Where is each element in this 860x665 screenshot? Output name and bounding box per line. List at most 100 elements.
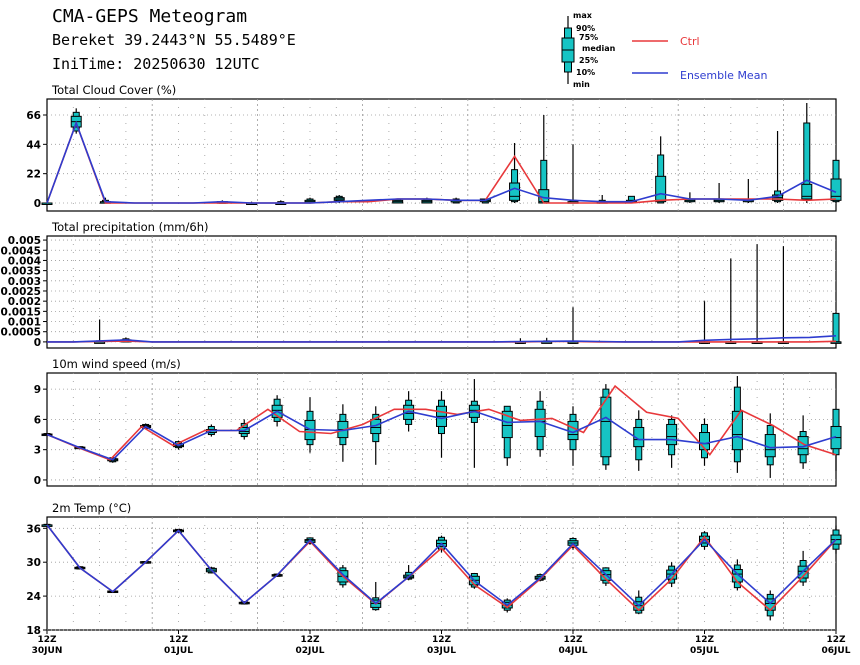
y-tick-label: 24 [26,591,41,603]
legend-ctrl-label: Ctrl [680,35,700,48]
y-tick-label: 0.002 [8,296,41,308]
box-plot [713,183,725,203]
legend-box-label: 90% [576,24,595,33]
x-tick-hour: 12Z [300,635,320,645]
y-tick-label: 0.0015 [0,306,41,318]
legend-box-label: 75% [579,33,598,42]
box-inner [830,178,842,201]
box-plot [304,397,316,453]
box-plot [666,415,678,468]
panel-title: 2m Temp (°C) [52,501,131,515]
y-tick-label: 9 [34,384,41,396]
y-tick-label: 66 [26,110,41,122]
x-tick-hour: 12Z [169,635,189,645]
legend-box-label: median [582,44,616,53]
box-plot [534,391,546,457]
y-tick-label: 0 [34,198,41,210]
box-plot [333,195,345,203]
box-plot [764,590,776,621]
legend-box-label: min [573,80,590,89]
y-tick-label: 0.003 [8,276,41,288]
x-tick-date: 03JUL [427,646,456,656]
x-tick-date: 06JUL [822,646,851,656]
y-tick-label: 36 [26,523,41,535]
box-inner [801,183,813,200]
chart-panel-4: 2m Temp (°C) 18 24 30 36 [26,501,842,637]
y-tick-label: 0.005 [8,235,41,247]
x-tick-date: 04JUL [559,646,588,656]
y-tick-label: 3 [34,445,41,457]
legend: max 90%75% median 25% 10% min Ctrl Ensemble Mea… [561,11,767,89]
x-tick-date: 30JUN [32,646,63,656]
box-plot [655,136,667,204]
chart-panel-1: Total Cloud Cover (%) 0 22 44 66 [26,83,842,212]
y-tick-label: 30 [26,557,41,569]
ensemble-mean-series-line [46,120,837,204]
panel-title: 10m wind speed (m/s) [52,357,181,371]
legend-mean-label: Ensemble Mean [680,69,767,82]
x-tick-date: 01JUL [164,646,193,656]
y-tick-label: 0 [34,337,41,349]
y-tick-label: 6 [34,414,41,426]
box-inner [764,434,776,458]
box-plot [567,406,579,466]
y-tick-label: 22 [26,169,41,181]
box-plot [801,103,813,203]
box-outer [832,312,840,343]
box-inner [699,432,710,451]
x-axis: 12Z30JUN12Z01JUL12Z02JUL12Z03JUL12Z04JUL… [32,630,851,656]
box-inner [655,175,667,203]
location-label: Bereket 39.2443°N 55.5489°E [52,31,296,49]
box-plot [468,379,480,468]
box-plot [731,376,743,473]
box-plot [633,410,645,471]
ctrl-series-line [46,384,837,461]
x-tick-hour: 12Z [432,635,452,645]
x-tick-hour: 12Z [37,635,57,645]
box-plot [509,143,521,203]
chart-panel-2: Total precipitation (mm/6h)00.00050.0010… [0,220,842,349]
box-plot [337,404,349,462]
panel-title: Total precipitation (mm/6h) [51,220,208,234]
legend-box-label: max [573,11,593,20]
x-tick-date: 02JUL [296,646,325,656]
box-plot [751,244,763,344]
x-tick-date: 05JUL [690,646,719,656]
y-tick-label: 0.0035 [0,266,41,278]
x-tick-hour: 12Z [826,635,846,645]
box-inner [600,396,612,458]
x-tick-hour: 12Z [563,635,583,645]
box-plot [567,307,579,344]
box-inner [731,410,743,451]
y-tick-label: 0.0005 [0,327,41,339]
box-plot [830,159,842,203]
page-title: CMA-GEPS Meteogram [52,6,248,27]
box-plot [830,312,842,344]
y-tick-label: 0 [34,475,41,487]
y-tick-label: 0.0045 [0,245,41,257]
box-inner [666,423,678,446]
panel-title: Total Cloud Cover (%) [51,83,176,97]
ensemble-mean-series-line [47,335,837,343]
box-plot [772,131,784,203]
y-tick-label: 18 [26,625,41,637]
box-inner [509,182,521,201]
chart-panel-3: 10m wind speed (m/s) 0 3 6 9 [34,357,842,487]
box-plot [830,408,842,471]
ensemble-mean-series-line [46,410,837,461]
y-tick-label: 0.004 [8,255,41,267]
box-plot [600,384,612,470]
box-plot [370,406,382,465]
box-inner [501,410,513,439]
y-tick-label: 44 [26,139,41,151]
chart-panels: Total Cloud Cover (%) 0 22 44 66 Total precip… [0,83,842,637]
x-tick-hour: 12Z [695,635,715,645]
box-plot [699,301,710,344]
box-plot [41,202,53,205]
box-plot [436,391,447,458]
ensemble-mean-series-line [46,524,837,607]
init-time-label: IniTime: 20250630 12UTC [52,55,260,73]
y-tick-label: 0.001 [8,317,41,329]
box-plot [567,144,579,204]
